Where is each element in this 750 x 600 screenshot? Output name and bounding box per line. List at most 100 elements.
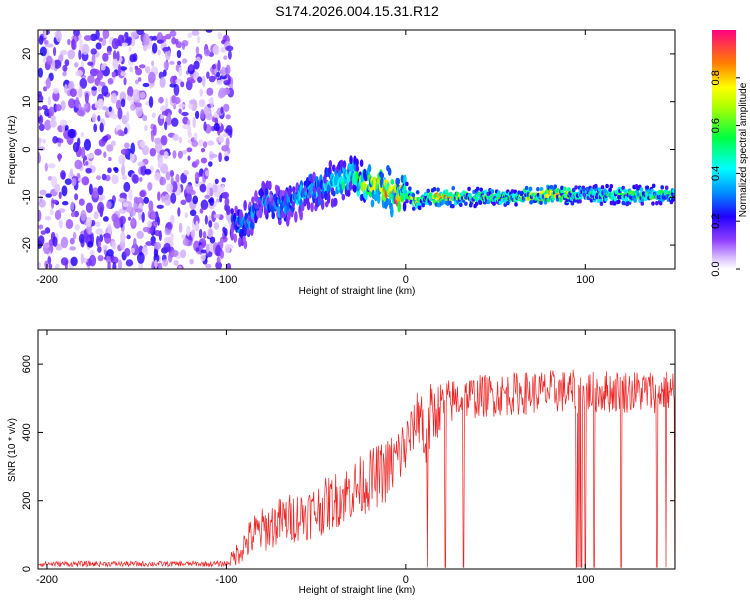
heatmap-cell xyxy=(49,208,54,216)
heatmap-cell xyxy=(96,70,104,81)
heatmap-cell xyxy=(165,171,171,181)
heatmap-cell xyxy=(110,256,119,264)
heatmap-cell xyxy=(639,187,644,192)
heatmap-cell xyxy=(209,236,216,244)
heatmap-cell xyxy=(370,199,375,208)
heatmap-cell xyxy=(99,234,104,243)
heatmap-cell xyxy=(159,76,166,88)
heatmap-cell xyxy=(118,154,126,165)
heatmap-cell xyxy=(350,164,355,172)
heatmap-cell xyxy=(190,229,196,238)
heatmap-cell xyxy=(88,183,93,196)
heatmap-cell xyxy=(185,184,194,195)
heatmap-cell xyxy=(597,187,602,192)
heatmap-cell xyxy=(417,205,422,211)
heatmap-cell xyxy=(390,205,394,218)
heatmap-cell xyxy=(202,231,207,239)
heatmap-cell xyxy=(211,64,217,70)
heatmap-cell xyxy=(169,169,175,178)
heatmap-cell xyxy=(132,88,141,101)
heatmap-cell xyxy=(80,253,84,265)
heatmap-cell xyxy=(180,81,185,88)
heatmap-cell xyxy=(135,105,143,118)
heatmap-cell xyxy=(112,50,117,61)
heatmap-cell xyxy=(97,84,102,92)
heatmap-cell xyxy=(645,185,650,190)
heatmap-cell xyxy=(42,243,50,249)
heatmap-cell xyxy=(332,190,336,197)
heatmap-cell xyxy=(127,95,132,101)
heatmap-cell xyxy=(133,237,137,250)
heatmap-cell xyxy=(38,94,44,103)
heatmap-cell xyxy=(528,186,533,192)
y-tick-label: 20 xyxy=(21,48,33,60)
heatmap-cell xyxy=(405,181,409,187)
heatmap-cell xyxy=(101,85,109,97)
heatmap-cell xyxy=(38,235,45,246)
heatmap-cell xyxy=(38,137,43,144)
heatmap-cell xyxy=(78,86,83,98)
heatmap-cell xyxy=(408,186,412,191)
heatmap-cell xyxy=(98,37,103,42)
heatmap-cell xyxy=(189,209,197,217)
heatmap-cell xyxy=(78,198,85,206)
heatmap-cell xyxy=(47,96,52,106)
heatmap-cell xyxy=(220,106,224,114)
heatmap-cell xyxy=(170,192,177,204)
heatmap-cell xyxy=(578,199,582,204)
heatmap-cell xyxy=(299,210,303,221)
heatmap-cell xyxy=(218,152,222,163)
heatmap-cell xyxy=(186,119,191,127)
heatmap-cell xyxy=(376,193,381,205)
heatmap-cell xyxy=(230,208,234,215)
heatmap-cell xyxy=(123,181,131,193)
heatmap-cell xyxy=(341,193,346,201)
heatmap-cell xyxy=(219,74,228,80)
heatmap-cell xyxy=(46,43,54,48)
heatmap-cell xyxy=(147,71,156,84)
heatmap-cell xyxy=(181,150,187,155)
heatmap-cell xyxy=(209,196,215,206)
heatmap-cell xyxy=(258,206,263,219)
heatmap-cell xyxy=(658,201,663,206)
heatmap-cell xyxy=(150,212,156,220)
heatmap-cell xyxy=(187,32,193,39)
heatmap-cell xyxy=(49,119,57,128)
heatmap-cell xyxy=(567,187,571,192)
heatmap-cell xyxy=(170,214,175,224)
colorbar-ticks: 0.0 0.2 0.4 0.6 0.8 xyxy=(710,70,740,277)
heatmap-cell xyxy=(55,243,63,251)
heatmap-cell xyxy=(117,259,123,269)
heatmap-cell xyxy=(94,148,102,156)
heatmap-cell xyxy=(83,35,92,41)
heatmap-cell xyxy=(44,162,48,172)
heatmap-cell xyxy=(459,202,463,208)
y-tick-label: 400 xyxy=(21,423,33,441)
heatmap-cell xyxy=(233,233,237,243)
snr-series xyxy=(38,369,675,568)
heatmap-cell xyxy=(111,241,117,250)
heatmap-cell xyxy=(660,185,665,190)
heatmap-cell xyxy=(60,257,69,266)
heatmap-cell xyxy=(323,174,327,184)
heatmap-cell xyxy=(44,119,52,131)
heatmap-cell xyxy=(120,148,129,155)
heatmap-cell xyxy=(585,186,590,192)
heatmap-cell xyxy=(110,140,116,147)
heatmap-cell xyxy=(124,31,129,39)
heatmap-cell xyxy=(224,197,230,207)
heatmap-cell xyxy=(187,131,193,139)
heatmap-cell xyxy=(281,190,286,197)
heatmap-cell xyxy=(55,104,62,112)
heatmap-cell xyxy=(75,69,84,77)
heatmap-cell xyxy=(91,219,96,227)
heatmap-cell xyxy=(198,139,204,147)
heatmap-cell xyxy=(195,220,199,231)
heatmap-cell xyxy=(38,114,44,125)
heatmap-cell xyxy=(67,82,73,90)
heatmap-cell xyxy=(390,178,395,185)
heatmap-cell xyxy=(212,44,220,56)
heatmap-cell xyxy=(151,112,156,119)
heatmap-cell xyxy=(106,201,112,209)
